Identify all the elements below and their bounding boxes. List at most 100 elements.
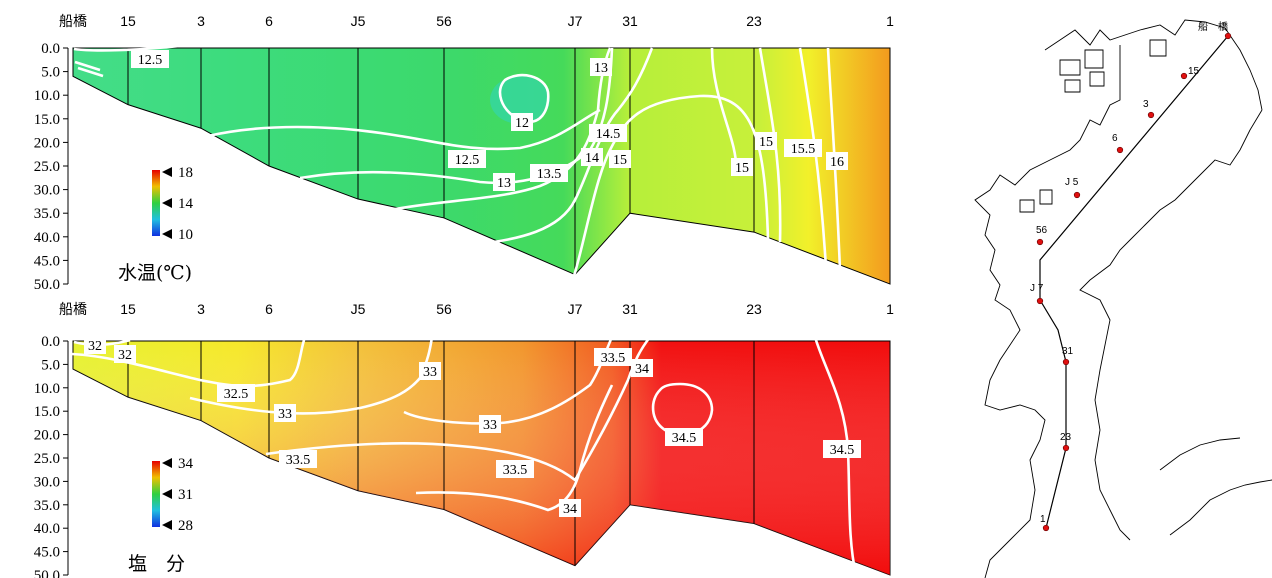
map-station-label: 6: [1112, 133, 1118, 144]
colorbar-label-low: 10: [178, 227, 193, 243]
station-label: 1: [886, 13, 894, 29]
station-label: 3: [197, 301, 205, 317]
y-tick-label: 15.0: [34, 112, 60, 128]
y-tick-label: 35.0: [34, 206, 60, 222]
temperature-colorbar: [152, 170, 160, 236]
y-tick-label: 25.0: [34, 159, 60, 175]
contour-label-bg: [665, 428, 703, 446]
colorbar-arrow-low: [162, 520, 172, 530]
y-tick-label: 35.0: [34, 498, 60, 514]
coastline-south-peninsula: [1159, 437, 1241, 471]
y-tick-label: 40.0: [34, 521, 60, 537]
contour-label-bg: [279, 450, 317, 468]
contour-label-bg: [274, 404, 296, 422]
contour-label: 12: [515, 116, 529, 131]
temperature-station-labels: 船橋 15 3 6 J5 56 J7 31 23 1: [59, 13, 894, 29]
salinity-depth-shading: [73, 341, 890, 575]
contour-label: 33.5: [503, 463, 528, 478]
contour-label-bg: [784, 139, 822, 157]
colorbar-arrow-high: [162, 458, 172, 468]
map-station-label: 15: [1188, 66, 1200, 77]
colorbar-label-high: 34: [178, 456, 194, 472]
contour-label-bg: [631, 359, 653, 377]
contour-label-bg: [448, 150, 486, 168]
y-tick-label: 30.0: [34, 474, 60, 490]
salinity-y-ticks: 0.0 5.0 10.0 15.0 20.0 25.0 30.0 35.0 40.0 45.0 50…: [34, 334, 68, 578]
contour-label-bg: [84, 336, 106, 354]
y-tick-label: 40.0: [34, 230, 60, 246]
contour-label-bg: [114, 345, 136, 363]
contour-label: 14: [585, 151, 599, 166]
map-station-dot: [1036, 238, 1044, 246]
station-label: 56: [436, 301, 452, 317]
contour-label-bg: [217, 384, 255, 402]
contour-label: 33.5: [286, 453, 311, 468]
contour-label-bg: [823, 440, 861, 458]
temperature-panel-title: 水温(℃): [118, 262, 192, 284]
y-tick-label: 20.0: [34, 428, 60, 444]
station-label: 23: [746, 13, 762, 29]
colorbar-label-high: 18: [178, 165, 193, 181]
contour-label-bg: [559, 499, 581, 517]
contour-label-bg: [419, 362, 441, 380]
map-station-markers: 船 橋 15 3 6 J 5 56 J 7 31 23 1: [1030, 20, 1232, 532]
contour-label: 15: [613, 153, 627, 168]
temperature-colorbar-ticks: 18 14 10: [162, 165, 194, 243]
colorbar-arrow-mid: [162, 198, 172, 208]
station-label: 15: [120, 13, 136, 29]
salinity-colorbar-ticks: 34 31 28: [162, 456, 194, 534]
contour-label: 34: [563, 502, 577, 517]
station-label: J5: [351, 13, 366, 29]
contour-label-bg: [590, 58, 612, 76]
contour-label: 13: [594, 61, 608, 76]
contour-label-bg: [479, 415, 501, 433]
contour-label: 13: [497, 176, 511, 191]
contour-33a: [189, 336, 434, 415]
contour-34.5-core: [651, 382, 714, 436]
map-station-label: 1: [1040, 514, 1046, 525]
y-tick-label: 45.0: [34, 253, 60, 269]
map-station-dot: [1116, 146, 1124, 154]
temperature-cold-core: [490, 76, 550, 124]
y-tick-label: 50.0: [34, 568, 60, 578]
colorbar-arrow-mid: [162, 489, 172, 499]
coastline-east: [1079, 109, 1263, 541]
station-map: [974, 19, 1272, 578]
contour-label-bg: [826, 152, 848, 170]
contour-33.5: [265, 336, 652, 482]
map-station-label: 23: [1060, 432, 1072, 443]
contour-12.5: [207, 108, 601, 151]
harbour-structures: [1019, 39, 1167, 213]
colorbar-label-mid: 14: [178, 196, 194, 212]
y-tick-label: 10.0: [34, 88, 60, 104]
y-tick-label: 25.0: [34, 451, 60, 467]
temperature-section: 船橋 15 3 6 J5 56 J7 31 23 1 0.0 5.0 10.0 15.0 20.0 25.0…: [34, 13, 894, 293]
y-tick-label: 50.0: [34, 277, 60, 293]
map-station-label: 3: [1143, 99, 1149, 110]
station-label: 船橋: [59, 13, 87, 29]
salinity-panel-title: 塩 分: [128, 553, 185, 575]
station-label: 船橋: [59, 301, 87, 317]
contour-cold-streak-2: [77, 66, 104, 78]
coastline-north: [1044, 19, 1263, 111]
contour-label-bg: [496, 460, 534, 478]
station-label: 31: [622, 13, 638, 29]
contour-label: 33: [423, 365, 437, 380]
y-tick-label: 5.0: [41, 357, 60, 373]
y-tick-label: 20.0: [34, 135, 60, 151]
map-station-label: J 7: [1030, 283, 1044, 294]
contour-label-bg: [581, 148, 603, 166]
station-label: 6: [265, 301, 273, 317]
station-label: J5: [351, 301, 366, 317]
map-station-dot: [1073, 191, 1081, 199]
map-station-label: 56: [1036, 225, 1048, 236]
y-tick-label: 30.0: [34, 183, 60, 199]
station-label: 15: [120, 301, 136, 317]
contour-label-bg: [511, 113, 533, 131]
y-tick-label: 10.0: [34, 381, 60, 397]
contour-label: 32: [118, 348, 132, 363]
contour-label: 33.5: [601, 351, 626, 366]
temperature-y-ticks: 0.0 5.0 10.0 15.0 20.0 25.0 30.0 35.0 40.0 45.0 50…: [34, 41, 68, 293]
contour-label-bg: [131, 50, 169, 68]
